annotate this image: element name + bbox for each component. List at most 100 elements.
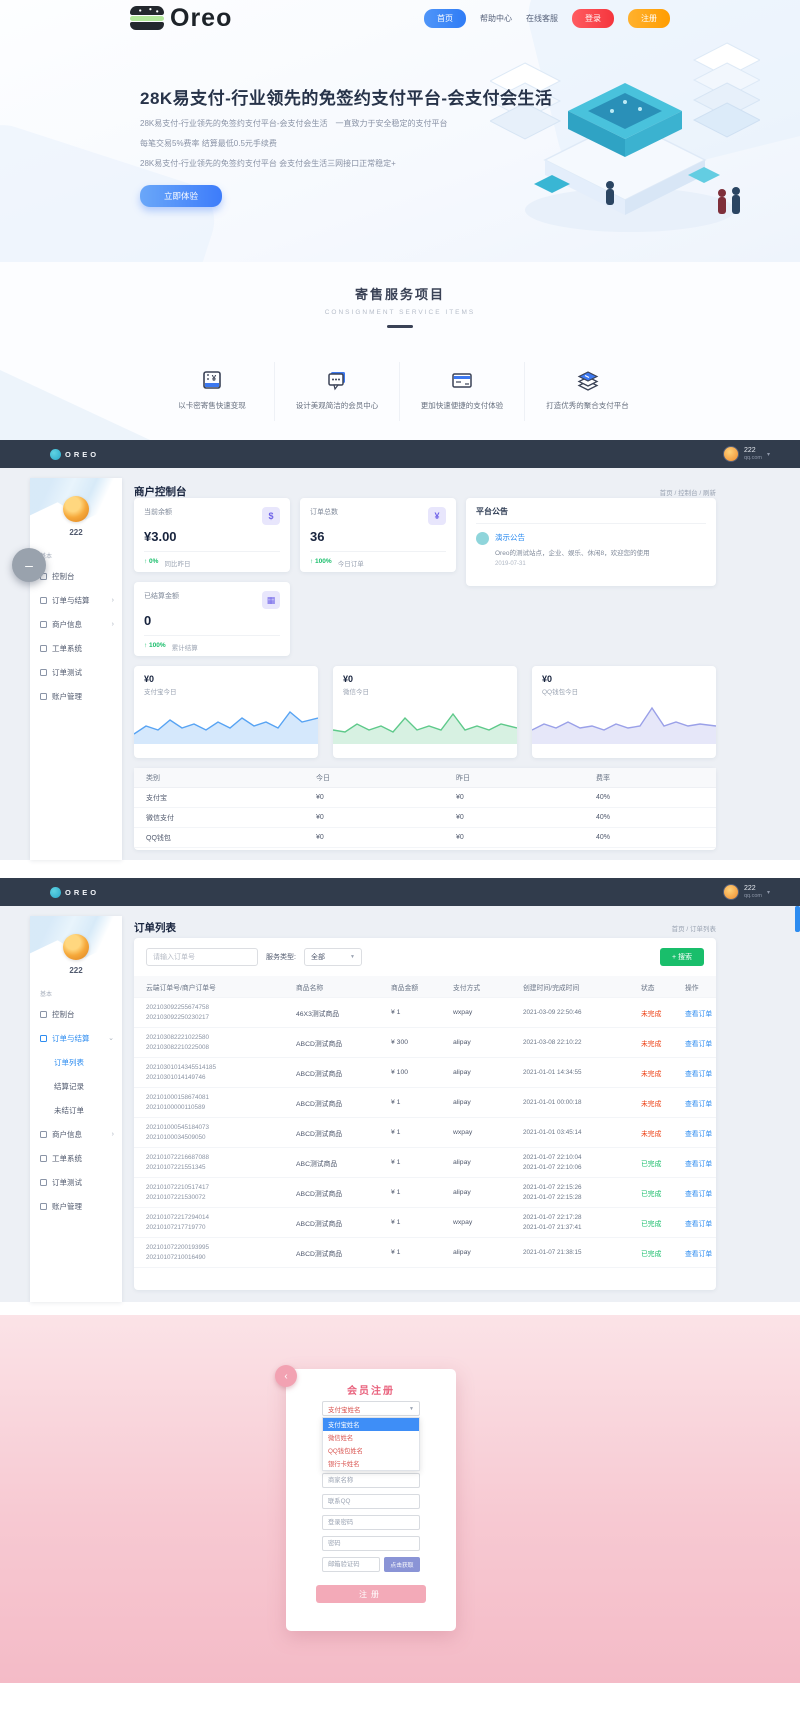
sidebar-menu-item[interactable]: 账户管理 <box>30 1194 122 1218</box>
submit-register-button[interactable]: 注册 <box>316 1585 426 1603</box>
order-status: 未完成 <box>641 1130 662 1138</box>
order-product: ABCD测试商品 <box>296 1130 343 1138</box>
chart-amount: ¥0 <box>144 674 155 684</box>
sidebar-menu-item[interactable]: 商户信息 › <box>30 612 122 636</box>
order-paytype: alipay <box>453 1039 471 1046</box>
order-action-link[interactable]: 查看订单 <box>685 1100 713 1108</box>
register-input[interactable] <box>322 1473 420 1488</box>
order-amount: ¥ 1 <box>391 1009 401 1016</box>
notice-link[interactable]: 演示公告 <box>495 533 525 542</box>
sidebar-avatar[interactable] <box>63 934 89 960</box>
register-input[interactable] <box>322 1515 420 1530</box>
navbar-user[interactable]: 222 qq.com ▾ <box>722 884 770 900</box>
breadcrumb[interactable]: 首页 / 订单列表 <box>671 926 716 933</box>
nav-help-link[interactable]: 帮助中心 <box>480 13 512 23</box>
sidebar-menu-item[interactable]: 账户管理 <box>30 684 122 708</box>
trend-label: 累计结算 <box>171 645 198 652</box>
order-action-link[interactable]: 查看订单 <box>685 1220 713 1228</box>
sidebar-menu-item[interactable]: 未结订单 <box>54 1105 84 1115</box>
menu-item-icon <box>40 1010 47 1018</box>
col-header: 状态 <box>641 984 655 992</box>
isometric-illustration <box>490 42 760 232</box>
sidebar-menu-item[interactable]: 工单系统 <box>30 1146 122 1170</box>
order-action-link[interactable]: 查看订单 <box>685 1130 713 1138</box>
navbar-user[interactable]: 222 qq.com ▾ <box>722 446 770 462</box>
service-item[interactable]: ¥ 以卡密寄售快速变现 <box>150 362 275 421</box>
nav-home-button[interactable]: 首页 <box>424 8 466 28</box>
service-item[interactable]: 更加快速便捷的支付体验 <box>400 362 525 421</box>
menu-item-icon <box>40 668 47 676</box>
pay-summary-table: 类别 今日 昨日 费率 支付宝 ¥0 ¥0 40% 微信支付 ¥0 ¥0 40%… <box>134 768 716 850</box>
dashboard-brand: OREO <box>65 887 100 897</box>
register-input[interactable] <box>322 1536 420 1551</box>
order-action-link[interactable]: 查看订单 <box>685 1250 713 1258</box>
select-option[interactable]: 支付宝姓名 <box>323 1418 419 1431</box>
sidebar-menu-item[interactable]: 订单测试 <box>30 1170 122 1194</box>
order-product: ABC测试商品 <box>296 1160 338 1168</box>
get-captcha-button[interactable]: 点击获取 <box>384 1557 420 1572</box>
select-option[interactable]: 银行卡姓名 <box>328 1461 360 1468</box>
sidebar-menu-item[interactable]: 订单与结算 ⌄ <box>30 1026 122 1050</box>
order-action-link[interactable]: 查看订单 <box>685 1190 713 1198</box>
brand-logo[interactable]: Oreo <box>130 4 232 33</box>
sidebar-menu-item[interactable]: 工单系统 <box>30 636 122 660</box>
orders-total-card: 订单总数 ¥ 36 ↑ 100% 今日订单 <box>300 498 456 572</box>
order-action-link[interactable]: 查看订单 <box>685 1040 713 1048</box>
sidebar-avatar[interactable] <box>63 496 89 522</box>
type-select[interactable]: 全部 ▼ <box>303 948 362 966</box>
select-options-dropdown: 支付宝姓名 微信姓名 QQ钱包姓名 银行卡姓名 <box>322 1417 420 1471</box>
sidebar-menu-item[interactable]: 订单与结算 › <box>30 588 122 612</box>
chevron-down-icon: ▾ <box>766 451 770 458</box>
search-button[interactable]: + 搜索 <box>659 948 704 966</box>
order-row: 202103092255674758 202103092250230217 46X… <box>134 998 716 1028</box>
account-type-select[interactable]: 支付宝姓名 ▼ <box>322 1401 420 1416</box>
service-item[interactable]: 设计美观简洁的会员中心 <box>275 362 400 421</box>
order-paytype: alipay <box>453 1249 471 1256</box>
dashboard-logo[interactable]: OREO <box>50 448 99 460</box>
chevron-icon: ⌄ <box>108 1035 114 1042</box>
sidebar-menu: 控制台 订单与结算 ⌄ 订单列表 结算记录 <box>30 1002 122 1218</box>
trend-label: 今日订单 <box>337 561 364 568</box>
search-input[interactable] <box>146 948 258 966</box>
menu-item-icon <box>40 1202 47 1210</box>
page-title: 商户控制台 <box>134 486 187 498</box>
scrollbar-thumb[interactable] <box>795 906 800 932</box>
chart-amount: ¥0 <box>542 674 553 684</box>
try-now-button[interactable]: 立即体验 <box>140 185 223 207</box>
sidebar-username: 222 <box>69 528 83 537</box>
sidebar-collapse-button[interactable]: – <box>12 548 46 582</box>
page-footer-space <box>0 1683 800 1720</box>
login-button[interactable]: 登录 <box>572 8 614 28</box>
order-action-link[interactable]: 查看订单 <box>685 1160 713 1168</box>
nav-service-link[interactable]: 在线客服 <box>526 13 558 23</box>
sidebar-menu-item[interactable]: 结算记录 <box>54 1081 84 1091</box>
order-row: 202101000545184073 20210100034509050 ABCD… <box>134 1118 716 1148</box>
service-item[interactable]: 打造优秀的聚合支付平台 <box>525 362 650 421</box>
register-input[interactable] <box>322 1494 420 1509</box>
sidebar-menu-item[interactable]: 商户信息 › <box>30 1122 122 1146</box>
order-action-link[interactable]: 查看订单 <box>685 1070 713 1078</box>
sidebar-menu-item[interactable]: 订单列表 <box>54 1057 84 1067</box>
select-option[interactable]: 微信姓名 <box>328 1435 354 1442</box>
service-label: 打造优秀的聚合支付平台 <box>546 401 629 410</box>
breadcrumb[interactable]: 首页 / 控制台 / 刷新 <box>659 490 716 497</box>
captcha-input[interactable] <box>322 1557 380 1572</box>
trend-up: ↑ 100% <box>144 642 166 649</box>
chart-label: 微信今日 <box>343 689 369 696</box>
back-button[interactable]: ‹ <box>275 1365 297 1387</box>
notice-title: 平台公告 <box>476 506 706 524</box>
services-subtitle: CONSIGNMENT SERVICE ITEMS <box>324 309 476 316</box>
dashboard-logo[interactable]: OREO <box>50 886 100 898</box>
order-product: ABCD测试商品 <box>296 1070 343 1078</box>
register-button[interactable]: 注册 <box>628 8 670 28</box>
select-option[interactable]: QQ钱包姓名 <box>328 1448 363 1455</box>
col-header: 费率 <box>596 774 610 782</box>
services-grid: ¥ 以卡密寄售快速变现 设计美观简洁的会员中心 更加快速便捷的支付体验 打造优秀… <box>150 362 650 421</box>
stat-value: 36 <box>310 529 325 544</box>
oreo-cookie-icon <box>130 6 164 30</box>
order-amount: ¥ 1 <box>391 1249 401 1256</box>
order-action-link[interactable]: 查看订单 <box>685 1010 713 1018</box>
sidebar-menu-item[interactable]: 订单测试 <box>30 660 122 684</box>
sidebar-menu-item[interactable]: 控制台 <box>30 1002 122 1026</box>
